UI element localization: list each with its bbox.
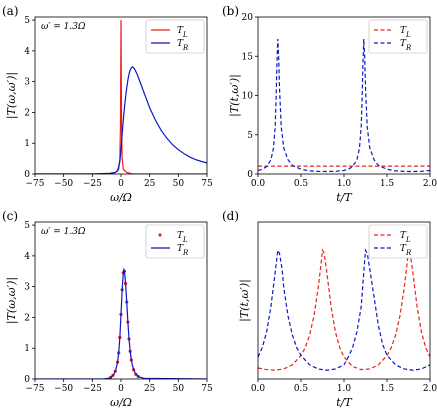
x-tick-label: 75 — [201, 179, 213, 189]
y-axis-label: |T(t,ω′)| — [228, 74, 242, 117]
legend-box — [368, 19, 428, 54]
annotation: ω′ = 1.3Ω — [41, 22, 86, 32]
x-axis-label: t/T — [336, 396, 353, 409]
x-tick-label: 0 — [118, 179, 124, 189]
panel-a: (a) −75 −50 −25 0 25 50 75 0 1 2 3 4 5 ω/Ω |T(ω,ω′)| ω′ … — [2, 4, 213, 204]
y-tick-label: 15 — [242, 52, 254, 62]
legend-box — [145, 224, 205, 259]
series-tl-line — [258, 248, 430, 371]
panel-b: (b) 0.0 0.5 1.0 1.5 2.0 0 5 10 15 20 t/T |T(t,ω′)| TL… — [222, 4, 437, 204]
x-tick-label: 2.0 — [423, 384, 437, 394]
series-tr-line — [258, 38, 430, 173]
x-axis-label: ω/Ω — [110, 396, 132, 409]
x-tick-label: −25 — [83, 179, 102, 189]
legend-tl-label: TL — [400, 26, 411, 39]
x-tick-label: 50 — [173, 384, 185, 394]
y-tick-label: 1 — [24, 344, 30, 354]
panel-c: (c) −75 −50 −25 0 25 50 75 0 1 2 3 4 5 ω/Ω |T(ω,ω′)| ω′ … — [2, 209, 213, 409]
x-tick-label: −25 — [83, 384, 102, 394]
x-tick-label: −50 — [54, 179, 73, 189]
y-tick-label: 0 — [247, 170, 253, 180]
x-tick-label: 1.5 — [380, 179, 395, 189]
x-tick-label: 1.5 — [380, 384, 395, 394]
y-axis-label: |T(t,ω′)| — [238, 279, 252, 322]
legend-tl-label: TL — [177, 26, 188, 39]
x-axis-label: t/T — [336, 191, 353, 204]
legend-tl-marker — [158, 233, 162, 237]
x-tick-label: 50 — [173, 179, 185, 189]
series-tl-markers — [109, 269, 140, 379]
y-tick-label: 0 — [24, 170, 30, 180]
x-tick-label: 0.5 — [294, 384, 309, 394]
series-tr-line — [35, 66, 207, 174]
x-tick-label: −75 — [26, 179, 45, 189]
legend-tr-label: TR — [400, 39, 412, 52]
panel-label: (b) — [222, 4, 239, 18]
legend-tr-label: TR — [400, 244, 412, 257]
y-tick-label: 20 — [242, 13, 254, 23]
y-tick-label: 10 — [242, 92, 254, 102]
x-tick-label: 0.0 — [251, 179, 266, 189]
legend-box — [145, 19, 205, 54]
x-tick-label: −50 — [54, 384, 73, 394]
panel-label: (c) — [2, 209, 18, 223]
y-tick-label: 4 — [24, 252, 30, 262]
y-tick-label: 0 — [24, 375, 30, 385]
legend-tr-label: TR — [177, 244, 189, 257]
y-tick-label: 2 — [24, 313, 30, 323]
x-tick-label: 0 — [118, 384, 124, 394]
series-tr-line — [35, 267, 207, 379]
x-tick-label: 0.0 — [251, 384, 266, 394]
legend-tl-label: TL — [400, 231, 411, 244]
x-tick-label: −75 — [26, 384, 45, 394]
y-axis-label: |T(ω,ω′)| — [5, 72, 19, 119]
legend-tl-label: TL — [177, 231, 188, 244]
y-tick-label: 3 — [24, 78, 30, 88]
legend-box — [368, 224, 428, 259]
x-tick-label: 75 — [201, 384, 213, 394]
x-tick-label: 1.0 — [337, 384, 352, 394]
x-axis-label: ω/Ω — [110, 191, 132, 204]
legend-tr-label: TR — [177, 39, 189, 52]
y-tick-label: 5 — [247, 131, 253, 141]
annotation: ω′ = 1.3Ω — [41, 227, 86, 237]
x-tick-label: 2.0 — [423, 179, 437, 189]
x-tick-label: 25 — [144, 384, 156, 394]
panel-label: (a) — [2, 4, 19, 18]
y-tick-label: 5 — [24, 221, 30, 231]
y-tick-label: 4 — [24, 47, 30, 57]
y-tick-label: 3 — [24, 283, 30, 293]
series-tr-line — [258, 248, 430, 371]
y-tick-label: 2 — [24, 108, 30, 118]
x-tick-label: 25 — [144, 179, 156, 189]
y-axis-label: |T(ω,ω′)| — [5, 277, 19, 324]
y-tick-label: 5 — [24, 16, 30, 26]
y-tick-label: 1 — [24, 139, 30, 149]
x-tick-label: 1.0 — [337, 179, 352, 189]
panel-label: (d) — [222, 209, 239, 223]
x-tick-label: 0.5 — [294, 179, 309, 189]
